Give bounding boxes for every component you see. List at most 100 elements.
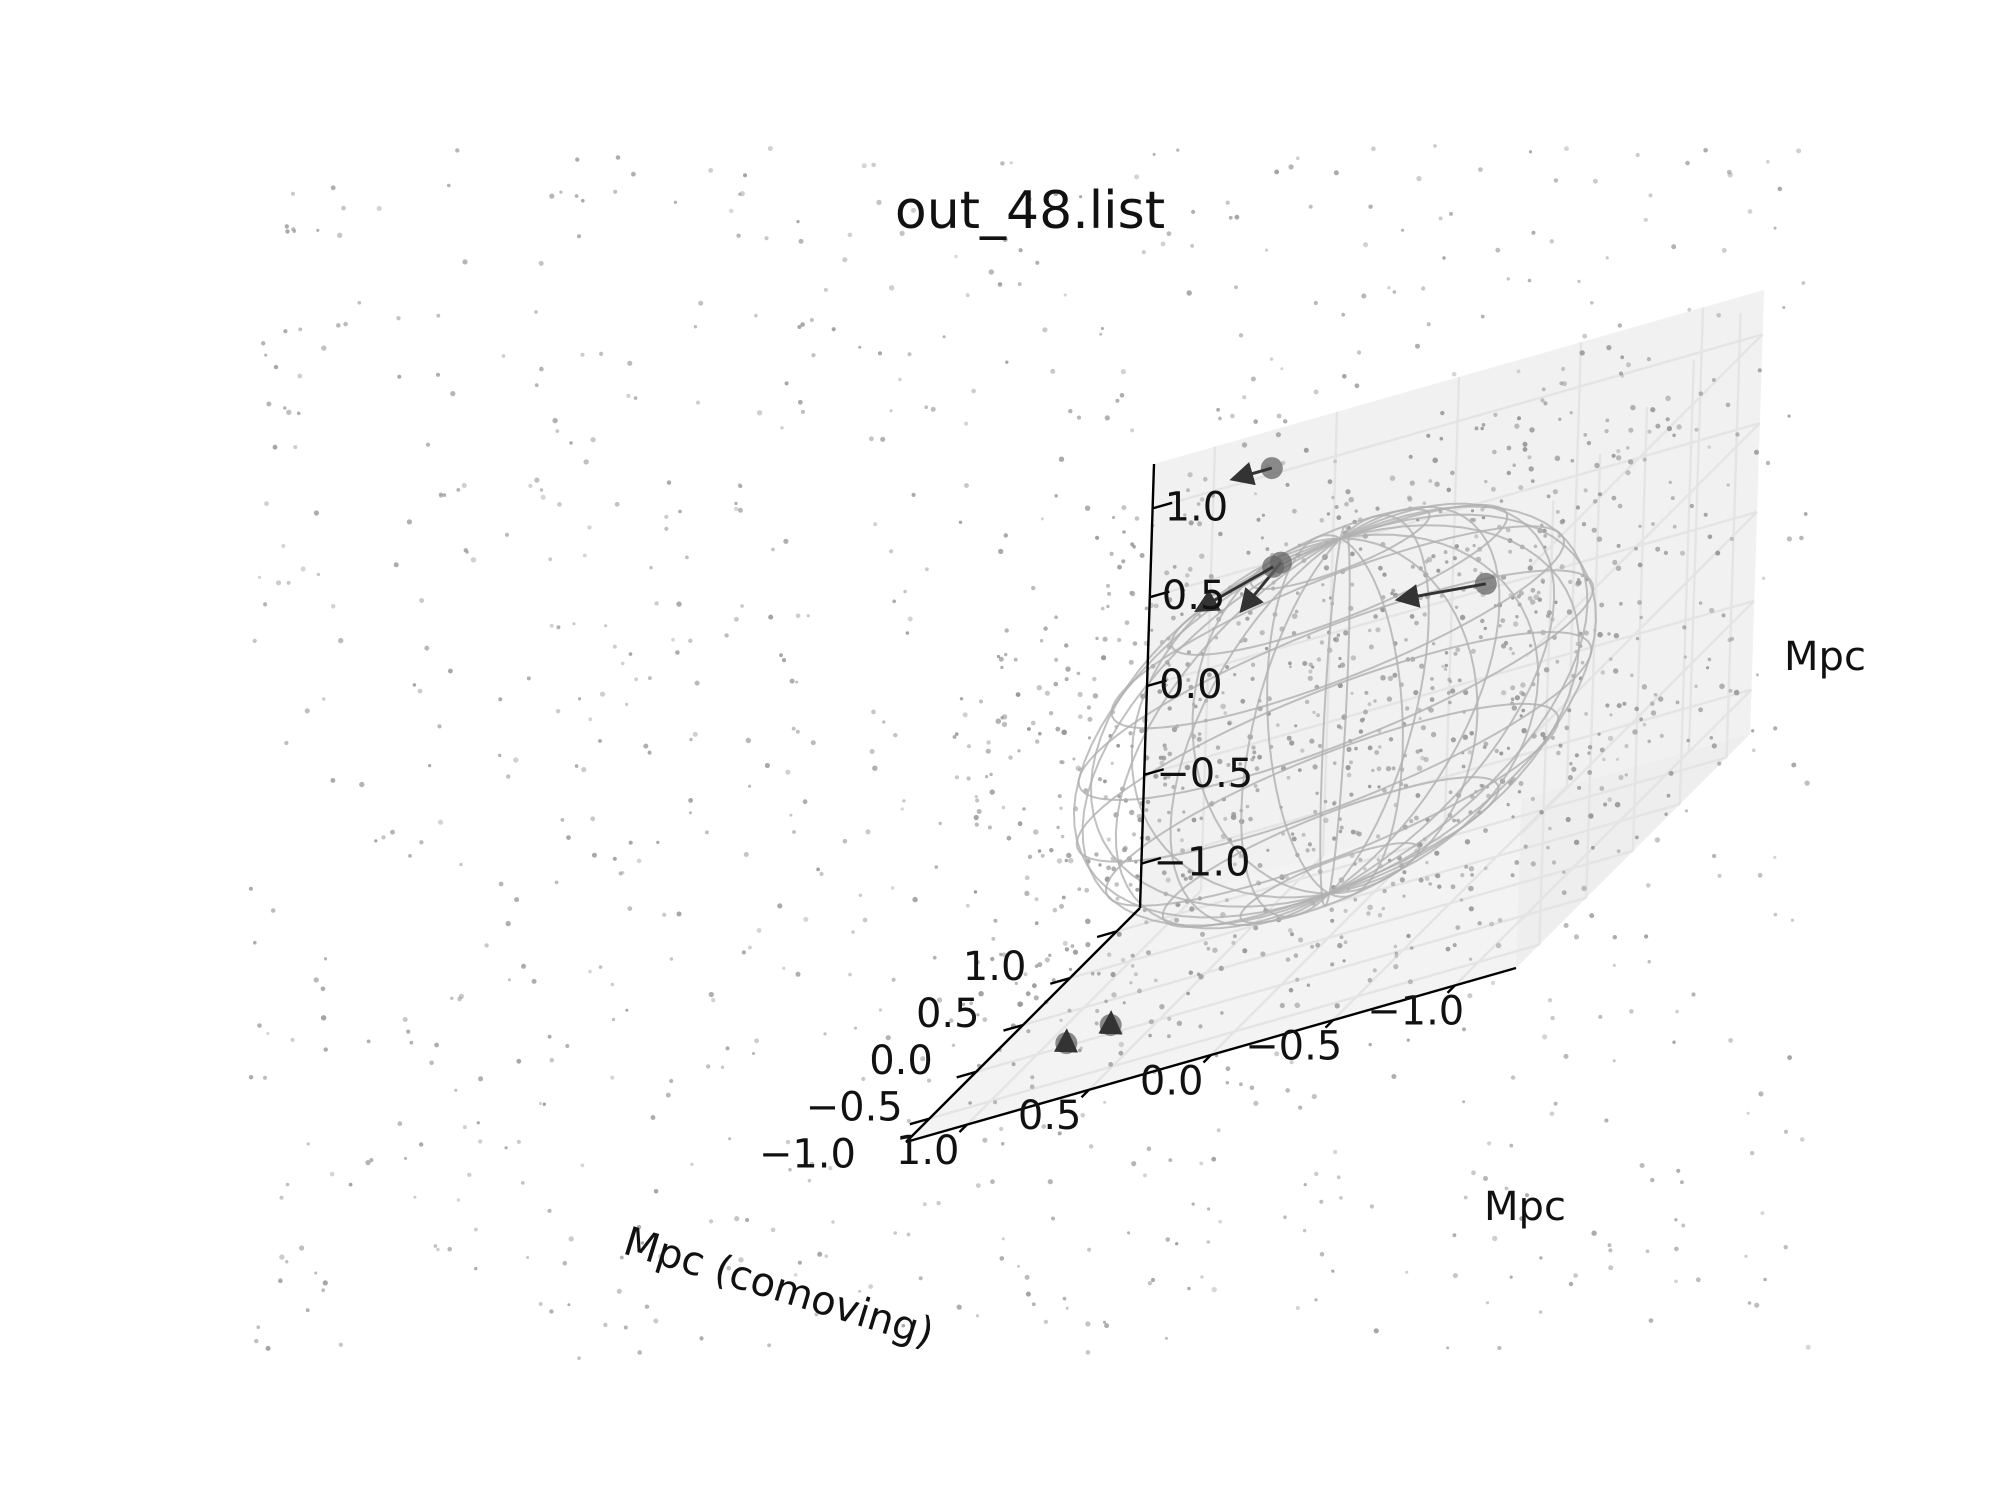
particle-point	[478, 1139, 482, 1143]
particle-point	[1427, 322, 1431, 326]
particle-point	[1218, 417, 1222, 421]
y-axis-label: Mpc	[1484, 1184, 1566, 1230]
particle-point	[1333, 761, 1337, 765]
particle-point	[1092, 677, 1096, 681]
particle-point	[935, 865, 939, 869]
particle-point	[1583, 433, 1587, 437]
particle-point	[1517, 416, 1521, 420]
particle-point	[1468, 886, 1474, 892]
particle-point	[322, 697, 326, 701]
particle-point	[1465, 547, 1470, 552]
particle-point	[1371, 147, 1376, 152]
particle-point	[1571, 459, 1575, 463]
particle-point	[1564, 146, 1569, 151]
particle-point	[1605, 703, 1609, 707]
particle-point	[1369, 645, 1374, 650]
particle-point	[1630, 405, 1635, 410]
particle-point	[1341, 313, 1345, 317]
particle-point	[848, 233, 853, 238]
particle-point	[1001, 1142, 1005, 1146]
particle-point	[592, 853, 597, 858]
particle-point	[253, 941, 257, 945]
particle-point	[1618, 504, 1623, 509]
particle-point	[298, 328, 302, 332]
particle-point	[419, 1142, 423, 1146]
particle-point	[1428, 479, 1432, 483]
particle-point	[746, 738, 751, 743]
particle-point	[599, 965, 603, 969]
particle-point	[705, 830, 709, 834]
particle-point	[1103, 780, 1107, 784]
particle-point	[1728, 172, 1733, 177]
particle-point	[1231, 941, 1235, 945]
particle-point	[709, 992, 714, 997]
particle-point	[1290, 932, 1294, 936]
particle-point	[587, 525, 591, 529]
particle-point	[1508, 550, 1512, 554]
particle-point	[1778, 187, 1783, 192]
particle-point	[1239, 1082, 1243, 1086]
particle-point	[1004, 653, 1007, 656]
particle-point	[1188, 472, 1193, 477]
particle-point	[1638, 563, 1643, 568]
particle-point	[1774, 913, 1778, 917]
particle-point	[418, 689, 423, 694]
particle-point	[1106, 605, 1109, 608]
particle-point	[397, 375, 401, 379]
particle-point	[709, 1219, 713, 1223]
particle-point	[1618, 323, 1622, 327]
particle-point	[1684, 655, 1687, 658]
particle-point	[711, 998, 715, 1002]
particle-point	[1276, 432, 1281, 437]
particle-point	[1430, 686, 1434, 690]
particle-point	[1095, 1021, 1099, 1025]
particle-point	[1671, 244, 1676, 249]
particle-point	[1458, 679, 1462, 683]
particle-point	[1674, 1247, 1679, 1252]
particle-point	[1546, 846, 1550, 850]
particle-point	[513, 757, 518, 762]
particle-point	[1026, 1029, 1030, 1033]
particle-point	[577, 1356, 581, 1360]
particle-point	[738, 193, 741, 196]
particle-point	[1351, 655, 1356, 660]
particle-point	[1445, 664, 1448, 667]
particle-point	[1448, 701, 1452, 705]
particle-point	[1580, 350, 1585, 355]
particle-point	[283, 329, 287, 333]
particle-point	[800, 322, 805, 327]
particle-point	[535, 383, 539, 387]
particle-point	[1515, 695, 1520, 700]
particle-point	[1000, 161, 1004, 165]
particle-point	[1425, 876, 1430, 881]
particle-point	[1359, 729, 1363, 733]
particle-point	[780, 426, 783, 429]
particle-point	[832, 327, 836, 331]
particle-point	[1373, 968, 1377, 972]
particle-point	[321, 345, 326, 350]
particle-point	[1168, 1158, 1172, 1162]
particle-point	[604, 624, 607, 627]
particle-point	[588, 970, 592, 974]
particle-point	[1531, 479, 1535, 483]
particle-point	[1343, 959, 1346, 962]
particle-point	[808, 1179, 811, 1182]
particle-point	[1513, 621, 1518, 626]
particle-point	[498, 697, 502, 701]
particle-point	[266, 1346, 271, 1351]
particle-point	[1747, 1112, 1750, 1115]
particle-point	[1182, 810, 1185, 813]
particle-point	[1588, 813, 1593, 818]
particle-point	[1451, 737, 1456, 742]
particle-point	[297, 374, 302, 379]
particle-point	[1487, 1141, 1491, 1145]
particle-point	[1500, 618, 1505, 623]
particle-point	[1581, 886, 1586, 891]
particle-point	[1696, 1277, 1701, 1282]
particle-point	[1802, 281, 1806, 285]
particle-point	[323, 1280, 328, 1285]
particle-point	[1344, 909, 1348, 913]
particle-point	[261, 341, 265, 345]
particle-point	[1543, 534, 1547, 538]
particle-point	[1117, 932, 1122, 937]
